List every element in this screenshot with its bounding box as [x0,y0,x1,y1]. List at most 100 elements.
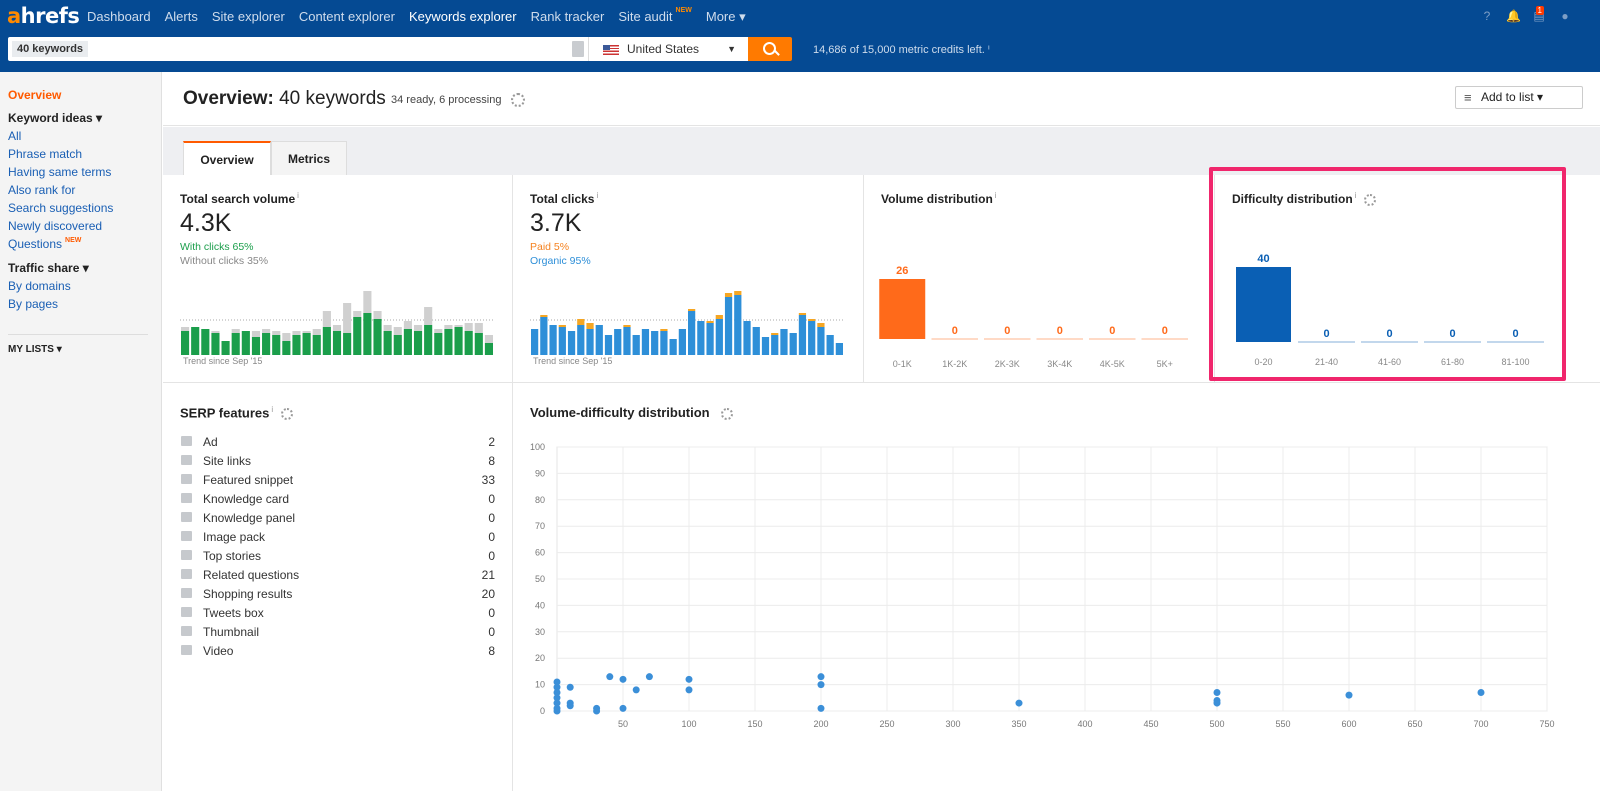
nav-more[interactable]: More ▾ [705,9,746,24]
scatter-point[interactable] [619,675,627,683]
scatter-point[interactable] [1213,689,1221,697]
nav-content-explorer[interactable]: Content explorer [298,9,395,24]
keywords-tag[interactable]: 40 keywords [12,41,89,57]
trend-label: Trend since Sep '15 [183,356,263,366]
country-select[interactable]: United States ▼ [588,37,748,61]
add-to-list-button[interactable]: Add to list ▾ [1455,86,1583,109]
scatter-point[interactable] [553,689,561,697]
scatter-point[interactable] [566,702,574,710]
scatter-point[interactable] [553,699,561,707]
sidebar-heading-traffic-share[interactable]: Traffic share ▾ [8,261,89,275]
sidebar-item-having-same-terms[interactable]: Having same terms [8,165,112,179]
trend-bar-rest [181,327,190,331]
trend-bar [373,319,382,355]
serp-feature-row[interactable]: Top stories 0 [181,547,495,566]
serp-feature-label: Video [203,644,234,658]
sidebar-item-newly-discovered[interactable]: Newly discovered [8,219,103,233]
trend-bar [302,333,311,355]
serp-feature-icon [181,474,192,484]
x-tick-label: 550 [1275,719,1290,729]
sidebar-item-phrase-match[interactable]: Phrase match [8,147,83,161]
y-tick-label: 70 [535,521,545,531]
y-tick-label: 20 [535,653,545,663]
nav-site-audit[interactable]: Site audit NEW [618,7,692,25]
info-icon[interactable]: i [297,191,299,200]
sidebar-item-by-pages[interactable]: By pages [8,297,59,311]
scatter-point[interactable] [553,678,561,686]
scatter-point[interactable] [606,673,614,681]
serp-feature-row[interactable]: Shopping results 20 [181,585,495,604]
serp-feature-row[interactable]: Related questions 21 [181,566,495,585]
serp-feature-row[interactable]: Site links 8 [181,452,495,471]
sidebar-item-all[interactable]: All [8,129,22,143]
serp-feature-icon [181,512,192,522]
nav-site-explorer[interactable]: Site explorer [211,9,285,24]
scatter-point[interactable] [685,675,693,683]
page-title: Overview: 40 keywords [183,88,386,110]
scatter-point[interactable] [553,694,561,702]
scatter-point[interactable] [619,704,627,712]
keywords-input[interactable]: 40 keywords [8,37,588,61]
sidebar-item-by-domains[interactable]: By domains [8,279,71,293]
info-icon[interactable]: i [994,191,997,200]
trend-bar-rest [322,311,331,327]
upload-icon[interactable] [572,41,584,57]
notification-bell-icon[interactable]: 🔔 [1506,9,1521,23]
messages-icon[interactable]: ▤ [1533,9,1545,23]
info-icon[interactable]: i [1354,191,1357,200]
sidebar-item-search-suggestions[interactable]: Search suggestions [8,201,114,215]
sidebar-heading-my-lists[interactable]: MY LISTS ▾ [8,344,62,355]
nav-dashboard[interactable]: Dashboard [87,9,151,24]
search-button[interactable] [748,37,792,61]
scatter-point[interactable] [1345,691,1353,699]
user-account-icon[interactable]: ● [1561,9,1569,23]
nav-keywords-explorer[interactable]: Keywords explorer [408,9,517,24]
nav-rank-tracker[interactable]: Rank tracker [530,9,605,24]
ahrefs-logo[interactable]: ahrefs [7,4,80,28]
scatter-point[interactable] [817,673,825,681]
tab-overview[interactable]: Overview [183,141,271,175]
sidebar-heading-keyword-ideas[interactable]: Keyword ideas ▾ [8,111,103,125]
scatter-point[interactable] [1213,699,1221,707]
sidebar-item-overview[interactable]: Overview [8,88,62,102]
trend-bar-rest [623,325,631,327]
trend-bar [780,329,788,355]
serp-feature-row[interactable]: Video 8 [181,642,495,661]
card-title: Difficulty distribution i [1232,191,1376,206]
trend-bar-rest [771,333,779,335]
scatter-point[interactable] [645,673,653,681]
tab-metrics[interactable]: Metrics [271,141,347,175]
serp-feature-icon [181,588,192,598]
x-tick-label: 300 [945,719,960,729]
serp-feature-row[interactable]: Tweets box 0 [181,604,495,623]
serp-feature-row[interactable]: Knowledge card 0 [181,490,495,509]
scatter-point[interactable] [1015,699,1023,707]
x-tick-label: 650 [1407,719,1422,729]
without-clicks-label: Without clicks 35% [180,255,269,267]
scatter-point[interactable] [553,707,561,715]
distribution-bar[interactable] [1236,267,1291,342]
serp-feature-row[interactable]: Knowledge panel 0 [181,509,495,528]
scatter-point[interactable] [1477,689,1485,697]
serp-feature-row[interactable]: Ad 2 [181,433,495,452]
info-icon[interactable]: i [596,191,599,200]
info-icon[interactable]: i [271,405,274,414]
sidebar-item-also-rank-for[interactable]: Also rank for [8,183,76,197]
serp-feature-row[interactable]: Image pack 0 [181,528,495,547]
scatter-point[interactable] [685,686,693,694]
serp-feature-row[interactable]: Featured snippet 33 [181,471,495,490]
scatter-point[interactable] [817,704,825,712]
scatter-point[interactable] [566,683,574,691]
help-icon[interactable]: ? [1483,9,1491,23]
scatter-point[interactable] [817,681,825,689]
nav-alerts[interactable]: Alerts [164,9,198,24]
x-tick-label: 700 [1473,719,1488,729]
trend-bar [715,319,723,355]
sidebar-item-questions[interactable]: Questions NEW [8,237,81,251]
scatter-point[interactable] [553,683,561,691]
serp-feature-row[interactable]: Thumbnail 0 [181,623,495,642]
scatter-point[interactable] [632,686,640,694]
card-title-text: Volume distribution [881,192,993,206]
scatter-point[interactable] [593,707,601,715]
distribution-bar[interactable] [879,279,926,339]
